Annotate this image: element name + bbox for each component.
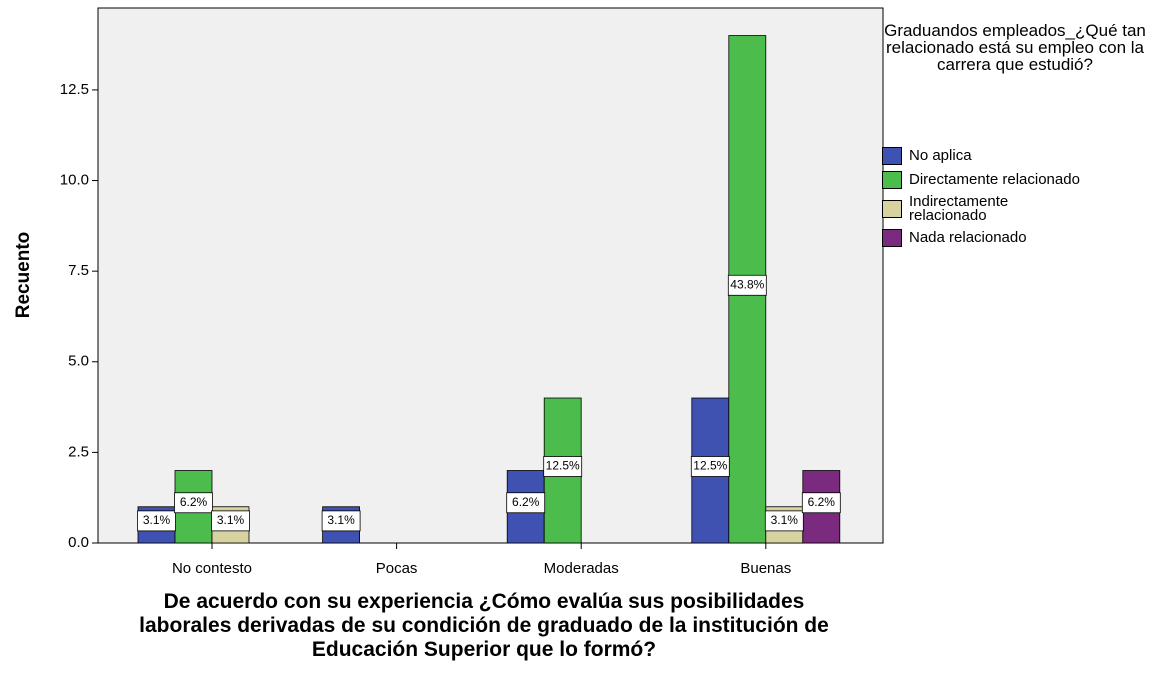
value-label-box <box>137 510 176 532</box>
value-label: 3.1% <box>143 513 171 527</box>
value-label: 43.8% <box>730 277 764 291</box>
legend-title: Graduandos empleados_¿Qué tan relacionad… <box>884 21 1146 74</box>
legend-item: No aplica <box>882 147 1152 165</box>
value-label-box <box>543 456 583 477</box>
value-label-box <box>764 510 804 532</box>
value-label-box <box>321 510 361 532</box>
value-label-box <box>801 492 841 514</box>
value-label: 3.1% <box>217 513 245 527</box>
value-label: 3.1% <box>771 513 799 527</box>
value-label: 6.2% <box>180 495 208 509</box>
x-tick-label: Moderadas <box>544 560 619 577</box>
legend-label: Directamente relacionado <box>909 171 1080 188</box>
value-label-box <box>690 456 730 477</box>
x-tick-label: No contesto <box>172 560 252 577</box>
value-label: 6.2% <box>512 495 540 509</box>
y-tick-label: 12.5 <box>60 81 89 98</box>
y-tick-label: 0.0 <box>68 534 89 551</box>
legend-label: Indirectamente relacionado <box>909 193 1009 224</box>
value-label-box <box>174 492 213 514</box>
legend-swatch <box>882 229 902 247</box>
legend-item: Nada relacionado <box>882 229 1152 247</box>
y-tick-label: 10.0 <box>60 172 89 189</box>
legend-swatch <box>882 147 902 165</box>
y-tick-label: 2.5 <box>68 443 89 460</box>
legend-swatch <box>882 171 902 189</box>
y-tick-label: 5.0 <box>68 353 89 370</box>
legend-label: Nada relacionado <box>909 229 1027 246</box>
x-axis-title: De acuerdo con su experiencia ¿Cómo eval… <box>139 590 829 661</box>
value-label: 3.1% <box>327 513 355 527</box>
value-label-box <box>506 492 546 514</box>
legend-label: No aplica <box>909 147 972 164</box>
y-tick-label: 7.5 <box>68 262 89 279</box>
value-label-box <box>211 510 250 532</box>
x-tick-label: Pocas <box>376 560 418 577</box>
y-axis-title: Recuento <box>13 232 34 319</box>
legend-item: Indirectamente relacionado <box>882 193 1152 224</box>
x-tick-label: Buenas <box>740 560 791 577</box>
value-label-box <box>727 274 767 296</box>
value-label: 6.2% <box>808 495 836 509</box>
legend-item: Directamente relacionado <box>882 171 1152 189</box>
legend: No aplica Directamente relacionado Indirec… <box>882 147 1152 253</box>
value-label: 12.5% <box>693 459 727 473</box>
legend-swatch <box>882 200 902 218</box>
value-label: 12.5% <box>546 459 580 473</box>
